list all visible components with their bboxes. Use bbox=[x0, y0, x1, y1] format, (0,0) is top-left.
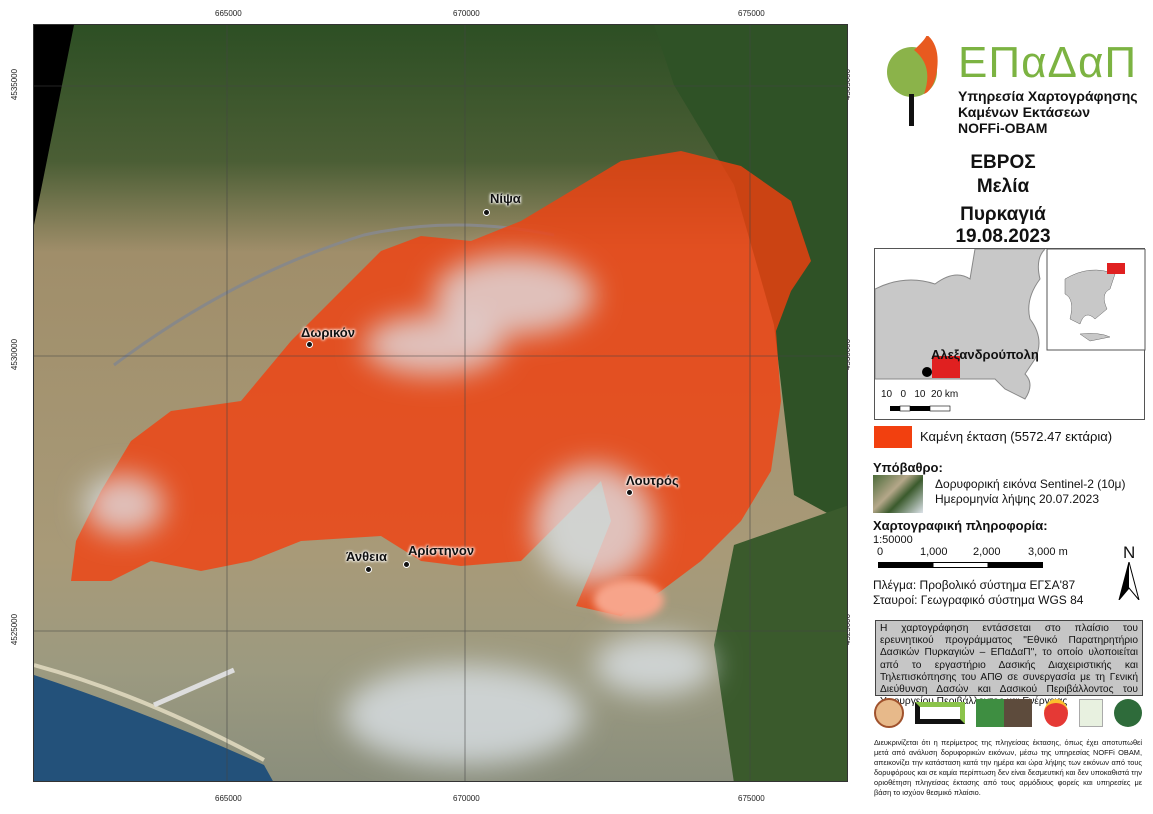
logo-subtitle: Υπηρεσία Χαρτογράφησης Καμένων Εκτάσεων … bbox=[958, 88, 1138, 136]
auth-logo bbox=[874, 698, 904, 728]
alexandroupoli-marker bbox=[922, 367, 932, 377]
logo-name: ΕΠαΔαΠ bbox=[958, 38, 1138, 87]
epadap-logo bbox=[1043, 699, 1068, 727]
logo bbox=[884, 34, 944, 126]
town-marker-nipsa bbox=[483, 209, 490, 216]
forest-southeast bbox=[714, 505, 847, 781]
event-date: 19.08.2023 bbox=[955, 226, 1051, 247]
scalebar-label-1000: 1,000 bbox=[920, 546, 948, 558]
y-coord-left-3: 4525000 bbox=[10, 613, 20, 646]
map-canvas bbox=[34, 25, 847, 781]
town-label-aristinon: Αρίστηνον bbox=[408, 543, 475, 558]
disclaimer: Διευκρινίζεται ότι η περίμετρος της πληγ… bbox=[874, 738, 1142, 797]
town-label-dorikon: Δωρικόν bbox=[301, 325, 355, 340]
scalebar-label-0: 0 bbox=[877, 546, 884, 558]
airport-runway bbox=[152, 667, 236, 708]
forest-east bbox=[654, 25, 847, 524]
basemap-thumbnail bbox=[873, 475, 923, 513]
town-marker-antheia bbox=[365, 566, 372, 573]
locator-city-label: Αλεξανδρούπολη bbox=[931, 347, 1039, 362]
y-coord-left-1: 4535000 bbox=[10, 68, 20, 101]
thrace-region bbox=[874, 248, 1047, 400]
greece-inset bbox=[1046, 248, 1146, 351]
town-label-nipsa: Νίψα bbox=[490, 191, 521, 206]
highway bbox=[113, 223, 555, 367]
scalebar-label-2000: 2,000 bbox=[973, 546, 1001, 558]
sea bbox=[34, 675, 273, 781]
basemap-line2: Ημερομηνία λήψης 20.07.2023 bbox=[935, 492, 1100, 506]
graticule-info: Σταυροί: Γεωγραφικό σύστημα WGS 84 bbox=[873, 593, 1084, 607]
greece-shape bbox=[1064, 269, 1116, 342]
forest-service-logo bbox=[1078, 699, 1103, 727]
x-coord-bottom-2: 670000 bbox=[453, 794, 480, 803]
grid-lines bbox=[34, 25, 847, 781]
town-marker-aristinon bbox=[403, 561, 410, 568]
burned-legend-label: Καμένη έκταση (5572.47 εκτάρια) bbox=[920, 429, 1113, 444]
north-label: N bbox=[1123, 543, 1136, 562]
x-coord-bottom-1: 665000 bbox=[215, 794, 242, 803]
scalebar bbox=[878, 562, 1043, 568]
forestry-logo bbox=[1113, 699, 1142, 727]
locator-map: Αλεξανδρούπολη 10 0 10 20 km bbox=[874, 248, 1146, 420]
program-note: Η χαρτογράφηση εντάσσεται στο πλαίσιο το… bbox=[875, 620, 1143, 707]
north-arrow-icon bbox=[1118, 562, 1140, 600]
logo-subtitle-line: NOFFi-OBAM bbox=[958, 120, 1048, 136]
partner-logos bbox=[874, 697, 1142, 729]
town-marker-loutros bbox=[626, 489, 633, 496]
smoke-over-burn bbox=[594, 580, 664, 620]
burned-legend-swatch bbox=[874, 426, 912, 448]
town-marker-dorikon bbox=[306, 341, 313, 348]
logo-tree-icon bbox=[887, 34, 938, 126]
region-title: ΕΒΡΟΣ bbox=[970, 152, 1036, 173]
ministry-logo bbox=[976, 699, 1033, 727]
town-label-antheia: Άνθεια bbox=[346, 549, 387, 564]
x-coord-bottom-3: 675000 bbox=[738, 794, 765, 803]
smoke bbox=[84, 255, 714, 765]
x-coord-top-3: 675000 bbox=[738, 9, 765, 18]
event-title: Πυρκαγιά bbox=[960, 204, 1046, 225]
fire-location-marker bbox=[932, 356, 960, 378]
grid-info: Πλέγμα: Προβολικό σύστημα ΕΓΣΑ'87 bbox=[873, 578, 1076, 592]
scalebar-label-3000: 3,000 m bbox=[1028, 546, 1068, 558]
carto-heading: Χαρτογραφική πληροφορία: bbox=[873, 518, 1048, 533]
area-title: Μελία bbox=[976, 176, 1030, 197]
y-coord-left-2: 4530000 bbox=[10, 338, 20, 371]
logo-subtitle-line: Καμένων Εκτάσεων bbox=[958, 104, 1091, 120]
x-coord-top-1: 665000 bbox=[215, 9, 242, 18]
greece-fire-marker bbox=[1107, 263, 1125, 274]
x-coord-top-2: 670000 bbox=[453, 9, 480, 18]
locator-scale-labels: 10 0 10 20 km bbox=[881, 389, 959, 400]
map-scale: 1:50000 bbox=[873, 534, 913, 546]
satellite-map[interactable]: Νίψα Δωρικόν Λουτρός Άνθεια Αρίστηνον bbox=[33, 24, 848, 782]
basemap-line1: Δορυφορική εικόνα Sentinel-2 (10μ) bbox=[935, 477, 1126, 491]
locator-scalebar bbox=[890, 405, 951, 412]
town-label-loutros: Λουτρός bbox=[626, 473, 679, 488]
no-data-area bbox=[34, 25, 74, 225]
basemap-heading: Υπόβαθρο: bbox=[873, 460, 943, 475]
lab-logo bbox=[915, 702, 966, 724]
logo-subtitle-line: Υπηρεσία Χαρτογράφησης bbox=[958, 88, 1138, 104]
coastline bbox=[34, 663, 265, 762]
